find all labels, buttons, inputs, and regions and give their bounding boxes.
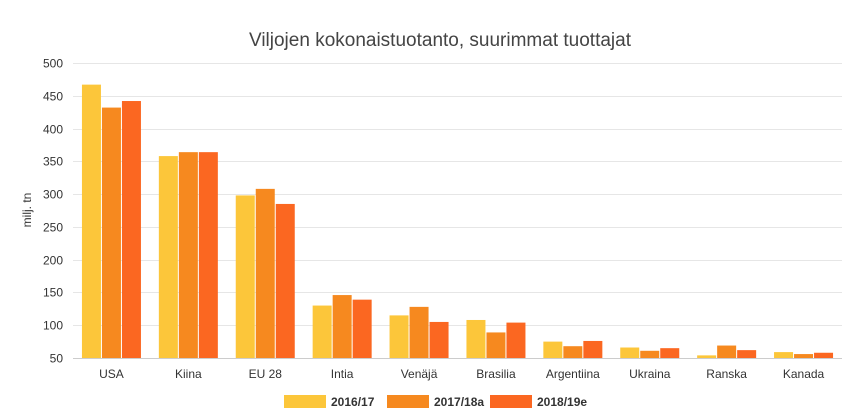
bar: [198, 152, 218, 358]
x-category-label: USA: [99, 367, 124, 381]
legend-label: 2017/18a: [434, 395, 484, 409]
x-category-label: Intia: [331, 367, 354, 381]
bars: [81, 84, 834, 359]
legend-swatch: [284, 395, 326, 408]
x-category-label: Brasilia: [476, 367, 516, 381]
bar: [563, 346, 583, 358]
y-axis-ticks: 50 100 150 200 250 300 350 400 450 500: [43, 57, 63, 366]
bar: [158, 156, 178, 358]
bar: [312, 305, 332, 358]
x-category-label: Ranska: [706, 367, 747, 381]
bar: [178, 152, 198, 358]
bar: [429, 321, 449, 358]
bar: [697, 355, 717, 358]
y-tick-label: 250: [43, 221, 63, 235]
bar: [486, 332, 506, 358]
y-tick-label: 300: [43, 188, 63, 202]
bar: [660, 348, 680, 358]
bar: [583, 340, 603, 358]
x-category-label: Argentiina: [546, 367, 600, 381]
x-category-label: Ukraina: [629, 367, 671, 381]
bar: [640, 350, 660, 358]
bar: [121, 101, 141, 359]
bar: [255, 188, 275, 358]
legend: 2016/17 2017/18a 2018/19e: [284, 395, 587, 409]
legend-swatch: [387, 395, 429, 408]
legend-label: 2018/19e: [537, 395, 587, 409]
y-tick-label: 450: [43, 90, 63, 104]
legend-label: 2016/17: [331, 395, 375, 409]
bar: [101, 107, 121, 358]
bar: [81, 84, 101, 358]
y-axis-label: milj. tn: [20, 193, 34, 228]
bar: [620, 347, 640, 358]
y-tick-label: 200: [43, 254, 63, 268]
x-category-label: Kiina: [175, 367, 202, 381]
bar: [543, 341, 563, 358]
x-category-label: Venäjä: [401, 367, 438, 381]
bar: [794, 354, 814, 358]
y-tick-label: 150: [43, 286, 63, 300]
bar: [506, 322, 526, 358]
bar: [275, 203, 295, 358]
x-axis-categories: USA Kiina EU 28 Intia Venäjä Brasilia Argentii…: [99, 367, 824, 381]
bar: [774, 352, 794, 358]
x-category-label: Kanada: [783, 367, 825, 381]
bar: [409, 306, 429, 358]
y-tick-label: 100: [43, 319, 63, 333]
bar: [717, 345, 737, 358]
bar: [389, 315, 409, 358]
y-tick-label: 50: [50, 352, 64, 366]
bar: [466, 319, 486, 358]
y-tick-label: 400: [43, 123, 63, 137]
x-category-label: EU 28: [249, 367, 283, 381]
y-tick-label: 500: [43, 57, 63, 71]
chart-title: Viljojen kokonaistuotanto, suurimmat tuo…: [249, 30, 632, 51]
y-tick-label: 350: [43, 155, 63, 169]
bar: [737, 350, 757, 358]
legend-swatch: [490, 395, 532, 408]
bar: [814, 352, 834, 358]
bar: [352, 299, 372, 358]
bar: [235, 195, 255, 358]
bar: [332, 295, 352, 358]
